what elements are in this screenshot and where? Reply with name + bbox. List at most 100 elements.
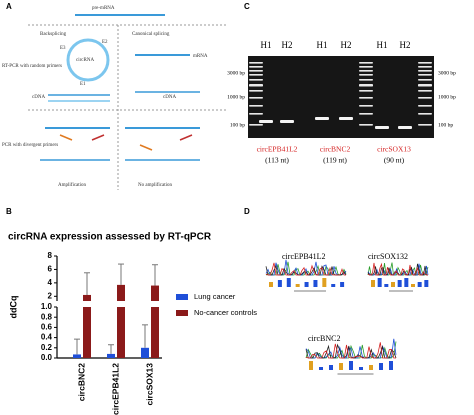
y-tick-label: 0.8 <box>41 312 53 321</box>
x-tick-label: circBNC2 <box>76 363 86 402</box>
size-label: 1000 bp <box>438 94 456 100</box>
y-tick-label: 0.4 <box>41 333 53 342</box>
primer <box>139 144 153 151</box>
quality-bar <box>322 278 327 287</box>
x-tick-label: circEPB41L2 <box>110 363 120 415</box>
y-tick-label: 4 <box>48 278 53 287</box>
circle <box>66 38 110 82</box>
bar <box>141 347 149 358</box>
lane-label: H1 <box>377 40 388 50</box>
label: No amplification <box>138 183 173 188</box>
ladder-band <box>359 84 373 87</box>
size-label: 100 bp <box>438 122 453 128</box>
panel-a: A pre-mRNA Backsplicing Canonical splici… <box>2 2 228 190</box>
trace <box>367 262 428 276</box>
label: PCR with divergent primers <box>2 143 58 148</box>
legend-label: No-cancer controls <box>194 308 257 317</box>
primer <box>179 134 193 141</box>
trace <box>265 262 346 276</box>
trace <box>305 342 396 359</box>
primer <box>91 134 105 141</box>
ladder-band <box>359 62 373 64</box>
bar <box>117 284 125 301</box>
panel-d: D circEPB41L2 circSOX132 circBNC2 <box>244 207 429 375</box>
ladder-band <box>418 70 432 72</box>
bar <box>107 353 115 358</box>
ladder-band <box>418 90 432 92</box>
lane-label: H1 <box>261 40 272 50</box>
ladder-band <box>249 70 263 72</box>
bar <box>83 307 91 358</box>
lane-label: H1 <box>317 40 328 50</box>
quality-bar <box>377 278 382 287</box>
gene-label: circEPB41L2 <box>257 145 298 154</box>
ladder-band <box>359 74 373 76</box>
chart-title: circRNA expression assessed by RT-qPCR <box>8 232 212 243</box>
ladder-band <box>418 66 432 68</box>
lane-label: H2 <box>400 40 411 50</box>
size-label: 1000 bp <box>227 94 245 100</box>
product-band <box>339 117 353 120</box>
panel-b: B circRNA expression assessed by RT-qPCR… <box>6 207 257 415</box>
product-band <box>315 117 329 120</box>
product-band <box>259 120 273 123</box>
ladder-band <box>418 113 432 115</box>
panel-label: A <box>6 2 12 11</box>
ladder-band <box>359 105 373 107</box>
quality-bar <box>404 278 409 287</box>
trace <box>305 338 397 359</box>
quality-bar <box>295 284 300 287</box>
bar <box>73 354 81 358</box>
quality-bar <box>391 282 395 287</box>
ladder-band <box>359 113 373 115</box>
quality-bar <box>309 361 313 370</box>
primer <box>59 134 73 141</box>
bar <box>151 285 159 301</box>
ladder-band <box>249 105 263 107</box>
ladder-band <box>418 124 432 126</box>
label: cDNA <box>32 95 45 100</box>
lane-label: H2 <box>282 40 293 50</box>
label: Backsplicing <box>40 32 67 37</box>
size-label: 3000 bp <box>438 70 456 76</box>
quality-bar <box>277 280 282 287</box>
label: circRNA <box>76 58 94 63</box>
length-label: (90 nt) <box>384 156 405 165</box>
ladder-band <box>418 79 432 81</box>
ladder-band <box>249 84 263 87</box>
ladder-band <box>249 113 263 115</box>
sequence-name: circEPB41L2 <box>282 252 326 261</box>
quality-bar <box>329 365 333 370</box>
quality-bar <box>417 282 422 287</box>
quality-bar <box>384 284 389 287</box>
label: pre-mRNA <box>92 6 115 11</box>
quality-bar <box>286 278 291 287</box>
gel <box>248 56 434 138</box>
sequence-name: circSOX132 <box>368 252 408 261</box>
legend-swatch <box>176 294 188 300</box>
legend-swatch <box>176 310 188 316</box>
quality-bar <box>313 280 318 287</box>
product-band <box>398 126 412 129</box>
y-tick-label: 0.0 <box>41 353 53 362</box>
product-band <box>280 120 294 123</box>
quality-bar <box>397 280 402 287</box>
ladder-band <box>249 97 263 99</box>
quality-bar <box>379 363 383 370</box>
ladder-band <box>249 124 263 126</box>
quality-bar <box>339 363 343 370</box>
quality-bar <box>369 365 373 370</box>
label: mRNA <box>193 54 208 59</box>
trace <box>265 259 347 276</box>
product-band <box>375 126 389 129</box>
y-tick-label: 0.2 <box>41 343 53 352</box>
quality-bar <box>331 284 336 287</box>
y-tick-label: 1.0 <box>41 302 53 311</box>
ladder-band <box>249 66 263 68</box>
y-tick-label: 8 <box>48 251 53 260</box>
label: E3 <box>60 46 66 51</box>
panel-label: D <box>244 207 250 216</box>
ladder-band <box>249 74 263 76</box>
ladder-band <box>359 66 373 68</box>
